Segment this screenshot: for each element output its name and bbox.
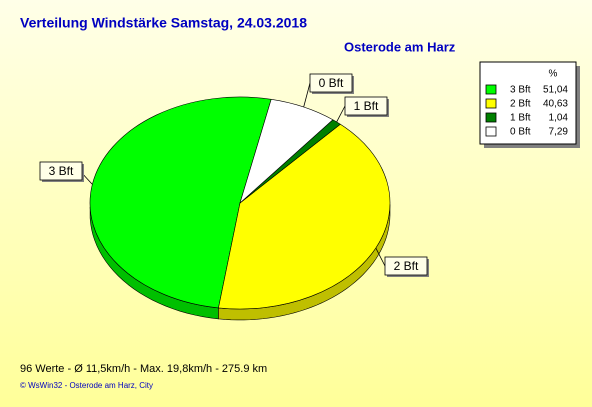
footer: 96 Werte - Ø 11,5km/h - Max. 19,8km/h - … — [20, 363, 267, 375]
label-box — [384, 256, 428, 276]
legend: % 3 Bft 51,04 2 Bft 40,63 1 Bft 1,04 0 Bft 7,29 — [479, 61, 580, 148]
data-label: 1 Bft — [354, 99, 379, 113]
leader-line — [336, 105, 346, 123]
pie-slice — [239, 98, 334, 204]
leader-line — [375, 247, 386, 267]
legend-value: 40,63 — [543, 99, 568, 110]
legend-label: 0 Bft — [510, 127, 531, 138]
label-box — [344, 96, 388, 116]
pie-slice — [218, 123, 391, 310]
credit: © WsWin32 - Osterode am Harz, City — [20, 381, 153, 390]
data-label: 2 Bft — [394, 259, 419, 273]
legend-swatch — [485, 84, 497, 95]
legend-swatch — [485, 98, 497, 109]
data-label: 0 Bft — [319, 76, 344, 90]
legend-label: 2 Bft — [510, 99, 531, 110]
legend-label: 3 Bft — [510, 85, 531, 96]
chart-subtitle: Osterode am Harz — [344, 39, 456, 54]
legend-value: 51,04 — [543, 85, 568, 96]
pie: 3 Bft 2 Bft 1 Bft 0 Bft — [39, 73, 429, 321]
legend-swatch — [485, 112, 497, 123]
legend-value: 1,04 — [549, 113, 569, 124]
legend-title: % — [549, 69, 558, 80]
chart-title: Verteilung Windstärke Samstag, 24.03.201… — [20, 15, 307, 31]
label-box — [309, 73, 353, 93]
data-label: 3 Bft — [49, 164, 74, 178]
leader-line — [303, 82, 311, 108]
legend-swatch — [485, 126, 497, 137]
legend-label: 1 Bft — [510, 113, 531, 124]
legend-value: 7,29 — [549, 127, 569, 138]
label-box — [39, 161, 83, 181]
